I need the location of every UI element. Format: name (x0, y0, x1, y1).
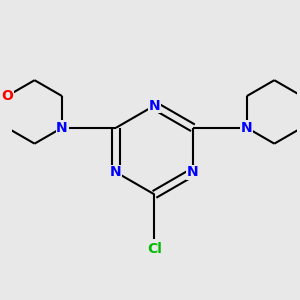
Text: O: O (1, 89, 13, 103)
Text: N: N (110, 165, 122, 179)
Text: N: N (187, 165, 199, 179)
Text: N: N (241, 121, 253, 135)
Text: N: N (56, 121, 68, 135)
Text: Cl: Cl (147, 242, 162, 256)
Text: N: N (148, 99, 160, 112)
